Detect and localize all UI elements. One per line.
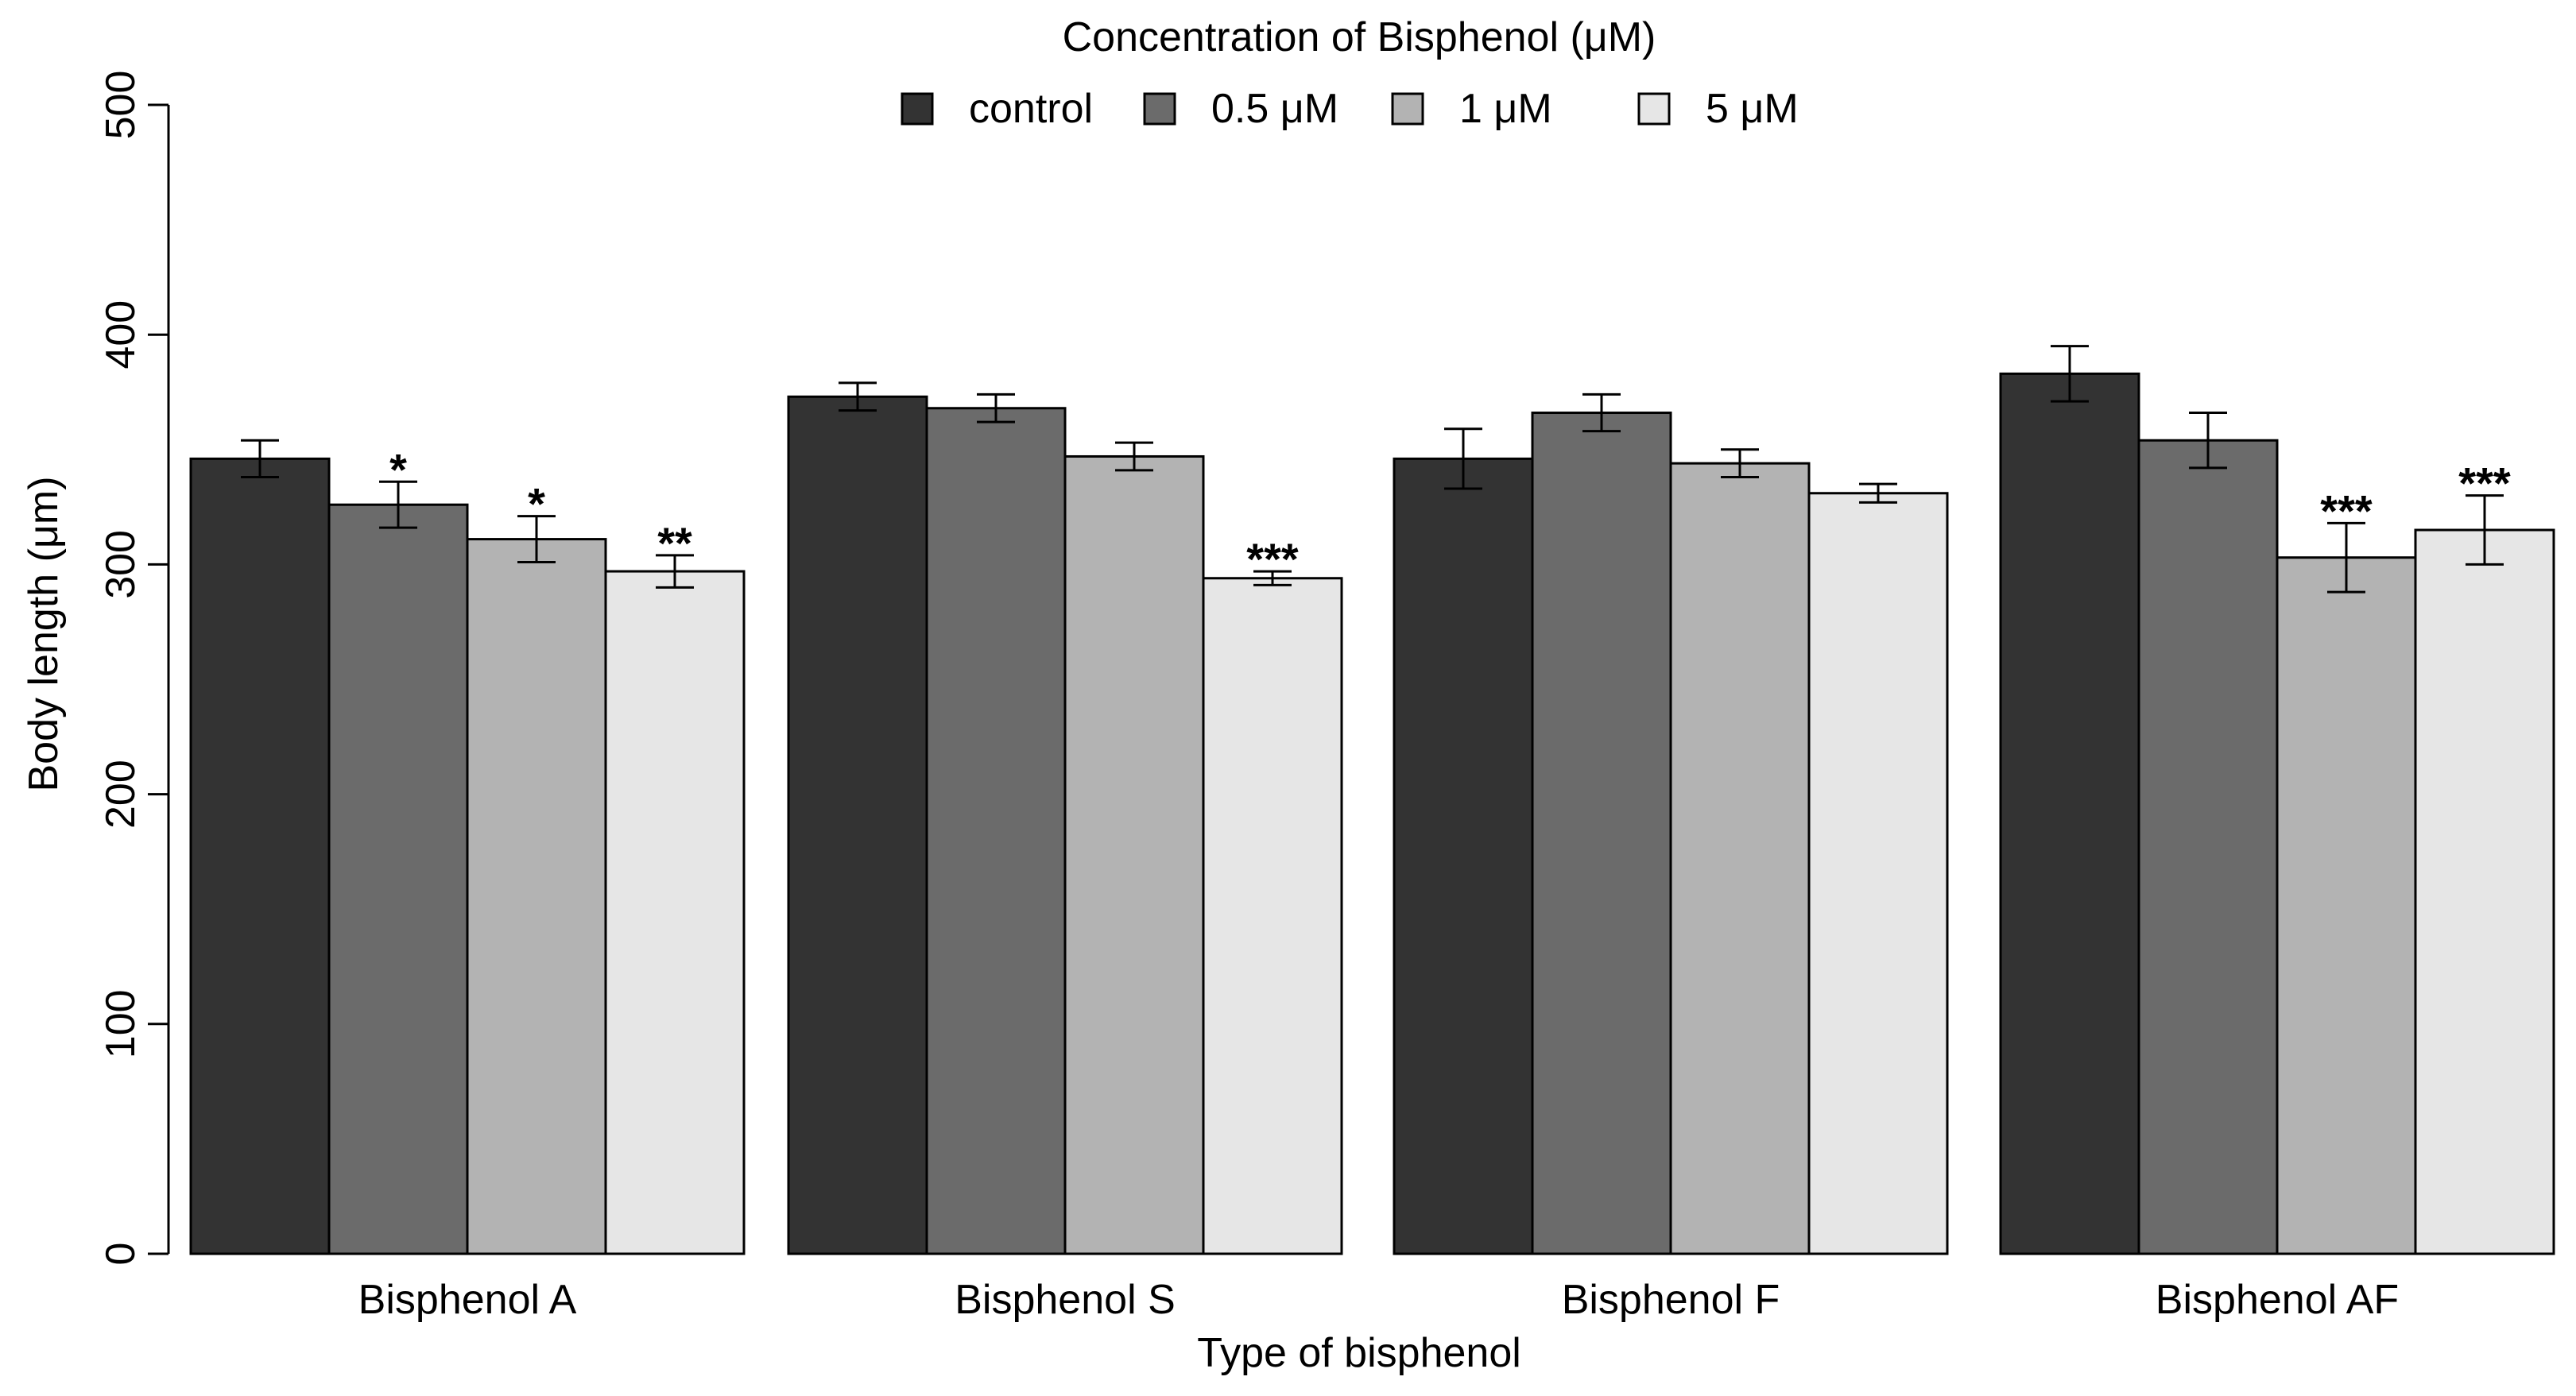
legend-swatch-control: [901, 92, 934, 126]
significance-mark-bisphenol-af-5-um: ***: [2458, 458, 2511, 509]
bar-bisphenol-s-5-um: [1202, 577, 1343, 1255]
y-tick-label: 300: [98, 530, 144, 599]
x-tick-label-bisphenol-s: Bisphenol S: [955, 1277, 1176, 1323]
legend: control 0.5 μM 1 μM 5 μM: [901, 86, 1799, 132]
bar-bisphenol-f-1-um: [1669, 462, 1811, 1255]
x-axis: Bisphenol A Bisphenol S Bisphenol F Bisphen…: [358, 1277, 2400, 1323]
y-tick-label: 100: [98, 989, 144, 1058]
legend-label-0-5-um: 0.5 μM: [1211, 86, 1338, 132]
bar-bisphenol-s-control: [787, 395, 928, 1255]
bar-bisphenol-af-0-5-um: [2137, 439, 2279, 1255]
legend-title: Concentration of Bisphenol (μM): [1063, 14, 1656, 60]
bar-bisphenol-af-1-um: [2276, 556, 2417, 1255]
legend-swatch-1-um: [1391, 92, 1424, 126]
x-tick-label-bisphenol-a: Bisphenol A: [358, 1277, 577, 1323]
bar-bisphenol-a-5-um: [604, 570, 746, 1255]
y-tick-label: 400: [98, 300, 144, 369]
significance-mark-bisphenol-af-1-um: ***: [2320, 485, 2373, 536]
bar-bisphenol-a-0-5-um: [327, 503, 469, 1255]
legend-label-control: control: [969, 86, 1093, 132]
bar-bisphenol-af-5-um: [2414, 528, 2555, 1255]
bar-bisphenol-a-control: [189, 457, 331, 1255]
significance-mark-bisphenol-a-1-um: *: [528, 479, 545, 529]
legend-swatch-5-um: [1637, 92, 1671, 126]
bar-bisphenol-f-5-um: [1807, 492, 1949, 1255]
y-axis-label: Body length (μm): [21, 476, 67, 791]
x-tick-label-bisphenol-f: Bisphenol F: [1562, 1277, 1780, 1323]
legend-swatch-0-5-um: [1143, 92, 1176, 126]
bars: **** *********: [189, 345, 2555, 1255]
bar-bisphenol-s-1-um: [1063, 454, 1205, 1255]
y-axis: 0 100 200 300 400 500: [98, 71, 170, 1266]
bar-bisphenol-f-0-5-um: [1531, 412, 1672, 1255]
legend-label-5-um: 5 μM: [1706, 86, 1799, 132]
bar-bisphenol-af-control: [1999, 372, 2140, 1255]
significance-mark-bisphenol-a-5-um: **: [657, 518, 692, 568]
significance-mark-bisphenol-a-0-5-um: *: [389, 444, 407, 494]
y-tick-label: 500: [98, 71, 144, 140]
bar-bisphenol-s-0-5-um: [925, 407, 1067, 1255]
bar-bisphenol-f-control: [1393, 457, 1534, 1255]
x-axis-label: Type of bisphenol: [1197, 1330, 1521, 1376]
y-tick-label: 0: [98, 1243, 144, 1266]
legend-label-1-um: 1 μM: [1459, 86, 1552, 132]
x-tick-label-bisphenol-af: Bisphenol AF: [2156, 1277, 2399, 1323]
y-tick-label: 200: [98, 760, 144, 829]
bar-bisphenol-a-1-um: [466, 538, 607, 1255]
significance-mark-bisphenol-s-5-um: ***: [1246, 534, 1299, 584]
